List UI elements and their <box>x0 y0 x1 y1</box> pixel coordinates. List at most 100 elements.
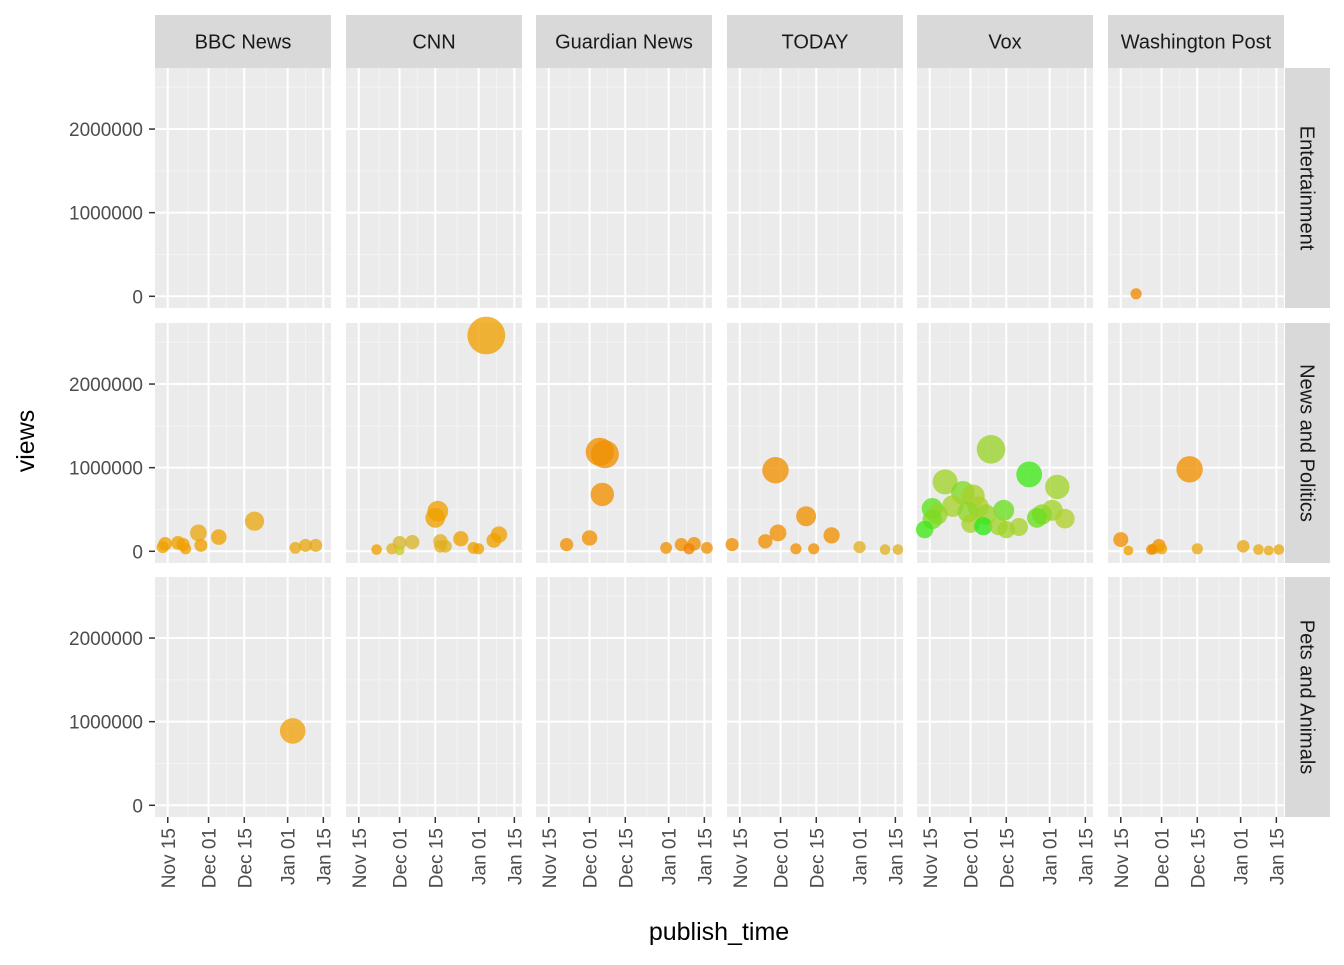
data-point <box>309 538 323 552</box>
strip-label: TODAY <box>781 32 848 54</box>
panel-background <box>155 323 331 563</box>
data-point <box>660 542 672 554</box>
data-point <box>892 544 904 555</box>
data-point <box>808 543 820 555</box>
x-tick-label: Dec 15 <box>426 828 447 888</box>
strip-label: BBC News <box>195 32 292 54</box>
data-point <box>405 535 420 550</box>
strip-label: News and Politics <box>1296 364 1318 522</box>
data-point <box>1176 456 1203 483</box>
x-tick-label: Dec 01 <box>581 828 602 888</box>
data-point <box>289 542 302 554</box>
panel-background <box>727 323 903 563</box>
data-point <box>1113 532 1129 548</box>
x-tick-label: Dec 01 <box>391 828 412 888</box>
data-point <box>1191 543 1203 555</box>
panel-background <box>536 68 712 308</box>
data-point <box>683 543 695 555</box>
data-point <box>1016 461 1043 488</box>
data-point <box>590 482 614 507</box>
panel-washington-post-entertainment <box>1108 68 1284 308</box>
x-tick-label: Jan 15 <box>886 828 907 885</box>
data-point <box>1156 543 1168 555</box>
data-point <box>769 524 787 542</box>
x-tick-label: Jan 15 <box>505 828 526 885</box>
panel-background <box>346 577 522 817</box>
x-tick-label: Nov 15 <box>540 828 561 888</box>
strip-label: CNN <box>412 32 455 54</box>
y-tick-label: 2000000 <box>69 629 143 650</box>
data-point <box>974 517 993 536</box>
data-point <box>439 540 452 553</box>
data-point <box>386 543 398 555</box>
y-tick-label: 2000000 <box>69 375 143 396</box>
panel-background <box>155 68 331 308</box>
data-point <box>1263 545 1274 556</box>
x-tick-label: Dec 15 <box>1188 828 1209 888</box>
y-tick-label: 2000000 <box>69 120 143 141</box>
data-point <box>1253 544 1264 555</box>
y-axis-title: views <box>12 410 40 473</box>
strip-background <box>155 15 331 68</box>
data-point <box>425 507 446 528</box>
x-tick-label: Dec 15 <box>616 828 637 888</box>
data-point <box>1055 508 1075 529</box>
panel-background <box>1108 323 1284 563</box>
x-tick-label: Dec 01 <box>962 828 983 888</box>
panel-today-entertainment <box>727 68 903 308</box>
data-point <box>299 538 312 552</box>
panel-background <box>536 577 712 817</box>
data-point <box>244 511 265 531</box>
panel-bbc-news-news-and-politics <box>155 323 331 563</box>
x-tick-label: Nov 15 <box>921 828 942 888</box>
strip-label: Pets and Animals <box>1296 620 1318 775</box>
strip-vox: Vox <box>917 15 1093 68</box>
data-point <box>581 530 598 546</box>
x-tick-label: Dec 15 <box>235 828 256 888</box>
y-tick-label: 0 <box>132 542 143 563</box>
x-tick-label: Nov 15 <box>1112 828 1133 888</box>
data-point <box>560 538 574 552</box>
panel-vox-pets-and-animals <box>917 577 1093 817</box>
data-point <box>916 520 934 539</box>
data-point <box>1130 288 1142 300</box>
data-point <box>156 541 169 554</box>
panel-background <box>346 68 522 308</box>
strip-background <box>727 15 903 68</box>
x-tick-label: Jan 15 <box>314 828 335 885</box>
y-tick-label: 1000000 <box>69 713 143 734</box>
strip-cnn: CNN <box>346 15 522 68</box>
data-point <box>823 527 840 544</box>
strip-background <box>1108 15 1284 68</box>
x-tick-label: Jan 01 <box>851 828 872 885</box>
panel-background <box>155 577 331 817</box>
strip-entertainment: Entertainment <box>1285 68 1330 308</box>
panel-background <box>917 577 1093 817</box>
y-tick-label: 1000000 <box>69 459 143 480</box>
data-point <box>997 520 1015 539</box>
x-tick-label: Jan 01 <box>279 828 300 885</box>
x-tick-label: Jan 01 <box>470 828 491 885</box>
data-point <box>1146 544 1157 555</box>
data-point <box>796 506 817 527</box>
panel-washington-post-news-and-politics <box>1108 323 1284 563</box>
x-tick-label: Jan 01 <box>660 828 681 885</box>
panel-background <box>727 68 903 308</box>
x-tick-label: Jan 15 <box>1076 828 1097 885</box>
data-point <box>853 541 866 554</box>
panel-guardian-news-news-and-politics <box>536 323 712 563</box>
x-axis-title: publish_time <box>649 918 789 946</box>
data-point <box>932 469 958 495</box>
x-tick-label: Dec 01 <box>200 828 221 888</box>
x-tick-label: Jan 15 <box>695 828 716 885</box>
panel-background <box>1108 68 1284 308</box>
facet-panels <box>155 68 1284 817</box>
strip-washington-post: Washington Post <box>1108 15 1284 68</box>
data-point <box>790 543 802 555</box>
strip-label: Washington Post <box>1121 32 1272 54</box>
strip-guardian-news: Guardian News <box>536 15 712 68</box>
data-point <box>453 531 469 547</box>
panel-bbc-news-pets-and-animals <box>155 577 331 817</box>
panel-background <box>536 323 712 563</box>
